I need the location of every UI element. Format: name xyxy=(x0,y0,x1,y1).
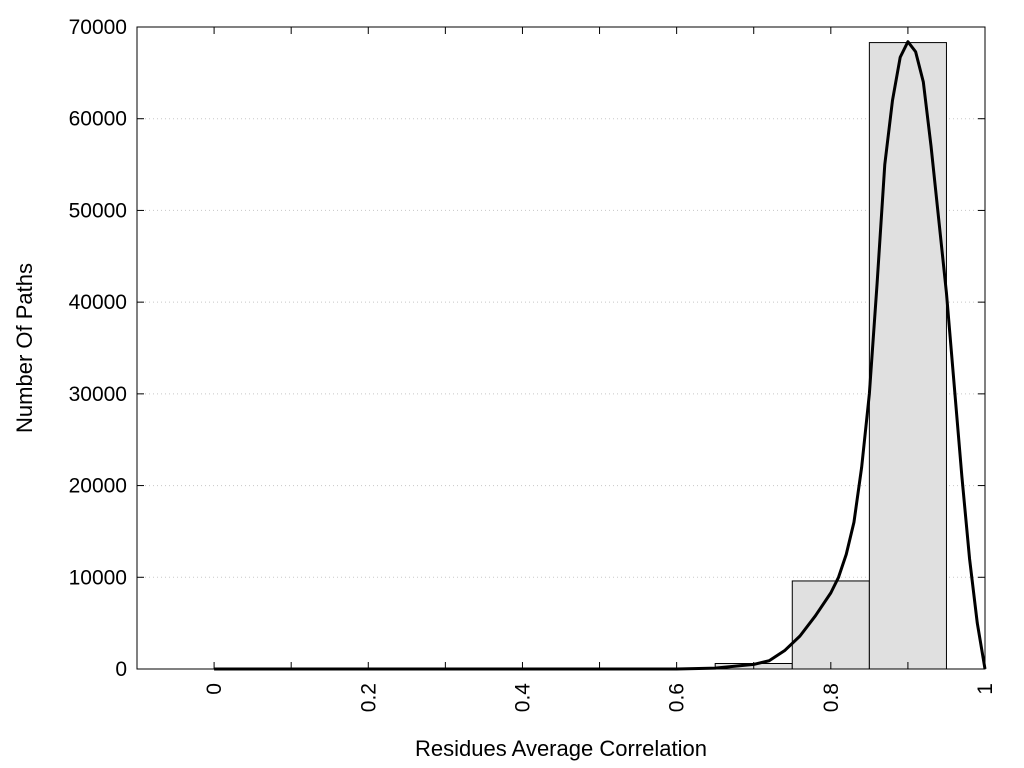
x-tick-label-4: 0.8 xyxy=(820,683,843,712)
x-tick-label-3: 0.6 xyxy=(666,683,689,712)
x-axis-label: Residues Average Correlation xyxy=(415,736,707,761)
y-tick-label-5: 50000 xyxy=(69,199,127,222)
y-tick-label-4: 40000 xyxy=(69,291,127,314)
x-tick-label-2: 0.4 xyxy=(511,683,534,713)
y-tick-label-6: 60000 xyxy=(69,108,127,131)
grid-lines xyxy=(137,118,985,578)
y-tick-labels: 0 10000 20000 30000 40000 50000 60000 70000 xyxy=(69,16,127,681)
histogram-bar-1 xyxy=(791,580,870,670)
x-tick-label-0: 0 xyxy=(203,683,226,695)
y-axis-label: Number Of Paths xyxy=(12,263,37,433)
y-tick-label-7: 70000 xyxy=(69,16,127,39)
y-tick-label-0: 0 xyxy=(115,658,127,681)
x-tick-labels: 0 0.2 0.4 0.6 0.8 1 xyxy=(203,683,997,713)
y-tick-label-3: 30000 xyxy=(69,383,127,406)
axis-ticks xyxy=(137,26,986,670)
y-tick-label-2: 20000 xyxy=(69,475,127,498)
histogram-bars xyxy=(714,42,947,670)
y-tick-label-1: 10000 xyxy=(69,566,127,589)
x-tick-label-5: 1 xyxy=(974,683,997,695)
plot-frame xyxy=(136,26,986,670)
x-tick-label-1: 0.2 xyxy=(357,683,380,712)
histogram-bar-2 xyxy=(868,42,947,670)
